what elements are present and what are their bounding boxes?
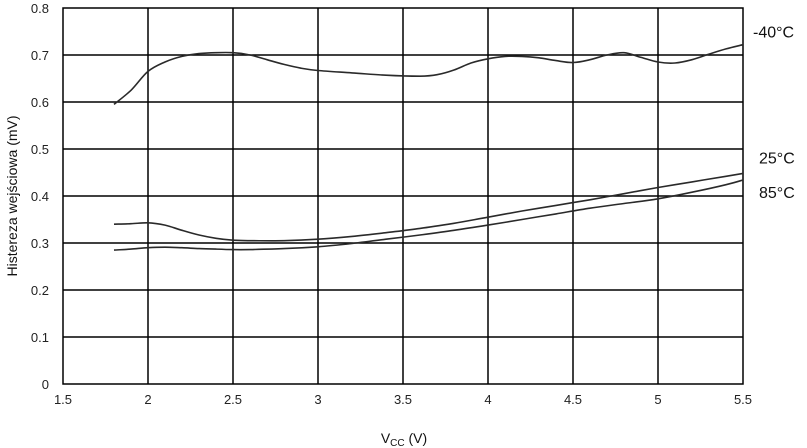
x-tick-label: 2.5 [224, 392, 242, 407]
series-line-40c [113, 43, 744, 106]
x-tick-label: 4 [484, 392, 491, 407]
y-tick-label: 0.2 [31, 283, 49, 298]
x-axis-title-main: V [381, 430, 391, 446]
x-tick-label: 1.5 [54, 392, 72, 407]
series-label-85c: 85°C [759, 185, 795, 202]
x-tick-label: 3.5 [394, 392, 412, 407]
x-axis-title-sub: CC [390, 438, 404, 448]
x-tick-label: 2 [144, 392, 151, 407]
series-lines [113, 43, 744, 251]
x-axis-title-unit: (V) [405, 430, 428, 446]
x-tick-label: 3 [314, 392, 321, 407]
x-axis-title: VCC (V) [381, 430, 427, 448]
y-tick-label: 0.3 [31, 236, 49, 251]
series-line-25c [113, 172, 744, 242]
series-label-25c: 25°C [759, 150, 795, 167]
y-tick-label: 0 [42, 377, 49, 392]
x-tick-label: 4.5 [564, 392, 582, 407]
series-label-40c: -40°C [753, 25, 794, 42]
y-tick-label: 0.7 [31, 48, 49, 63]
y-tick-label: 0.5 [31, 142, 49, 157]
y-tick-label: 0.4 [31, 189, 49, 204]
x-tick-label: 5.5 [734, 392, 752, 407]
grid [62, 7, 744, 385]
y-tick-label: 0.1 [31, 330, 49, 345]
x-tick-label: 5 [654, 392, 661, 407]
y-axis-title: Histereza wejściowa (mV) [4, 115, 20, 276]
y-tick-label: 0.6 [31, 95, 49, 110]
tick-labels: 1.5 2 2.5 3 3.5 4 4.5 5 5.5 0 0.1 0.2 0.3 0.4 0.5 0.6 0.… [31, 1, 752, 407]
plot-frame [62, 7, 744, 385]
series-labels: -40°C 25°C 85°C [753, 25, 795, 202]
y-tick-label: 0.8 [31, 1, 49, 16]
series-line-85c [113, 179, 744, 251]
